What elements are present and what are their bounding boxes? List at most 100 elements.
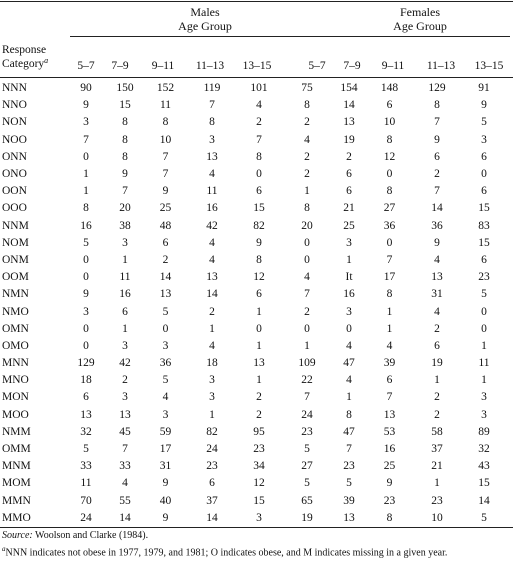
count-cell: 11 bbox=[119, 271, 131, 284]
count-cell: 150 bbox=[116, 82, 134, 95]
count-cell: 8 bbox=[304, 99, 310, 112]
header-bottom-rule bbox=[0, 77, 513, 78]
count-cell: 5 bbox=[83, 443, 89, 456]
count-cell: 9 bbox=[162, 477, 169, 490]
count-cell: 4 bbox=[434, 253, 440, 266]
count-cell: 3 bbox=[162, 339, 169, 352]
count-cell: 0 bbox=[481, 168, 487, 181]
count-cell: 1 bbox=[122, 322, 128, 335]
table-row: NMM 32 45 59 82 95 23 47 53 58 89 bbox=[0, 424, 507, 441]
count-cell: 5 bbox=[83, 236, 89, 249]
count-cell: 2 bbox=[304, 305, 310, 318]
count-cell: 24 bbox=[80, 511, 92, 524]
count-cell: 4 bbox=[434, 305, 440, 318]
count-cell: 9 bbox=[83, 288, 89, 301]
count-cell: 3 bbox=[209, 391, 215, 404]
count-cell: 23 bbox=[431, 494, 443, 507]
females-age-group-label: Age Group bbox=[393, 19, 447, 33]
count-cell: 8 bbox=[386, 185, 393, 198]
count-cell: 8 bbox=[386, 511, 393, 524]
count-cell: 4 bbox=[209, 339, 215, 352]
count-cell: 2 bbox=[256, 116, 262, 129]
footnote: aNNN indicates not obese in 1977, 1979, … bbox=[2, 543, 507, 559]
count-cell: 3 bbox=[83, 305, 89, 318]
response-category-cell: MMO bbox=[2, 511, 31, 524]
count-cell: 7 bbox=[386, 253, 393, 266]
footnote-marker: a bbox=[44, 56, 49, 65]
age-group-label: 11–13 bbox=[195, 60, 225, 72]
count-cell: 7 bbox=[122, 443, 128, 456]
count-cell: 4 bbox=[304, 271, 310, 284]
response-category-cell: MOM bbox=[2, 477, 31, 490]
count-cell: 109 bbox=[298, 357, 316, 370]
count-cell: 15 bbox=[478, 202, 490, 215]
count-cell: 45 bbox=[119, 425, 131, 438]
count-cell: 0 bbox=[256, 322, 262, 335]
count-cell: 6 bbox=[481, 150, 487, 163]
table-row: MNN 129 42 36 18 13 109 47 39 19 11 bbox=[0, 355, 507, 372]
count-cell: 0 bbox=[304, 253, 310, 266]
count-cell: 0 bbox=[83, 322, 89, 335]
count-cell: 9 bbox=[122, 168, 128, 181]
count-cell: 13 bbox=[343, 511, 355, 524]
count-cell: 2 bbox=[434, 168, 440, 181]
count-cell: 38 bbox=[119, 219, 131, 232]
count-cell: 3 bbox=[481, 133, 487, 146]
count-cell: 1 bbox=[386, 305, 393, 318]
count-cell: 2 bbox=[256, 408, 262, 421]
response-category-cell: MOO bbox=[2, 408, 29, 421]
count-cell: 14 bbox=[159, 271, 172, 284]
count-cell: 1 bbox=[481, 339, 487, 352]
count-cell: 48 bbox=[159, 219, 172, 232]
count-cell: 83 bbox=[478, 219, 490, 232]
count-cell: 8 bbox=[162, 116, 169, 129]
count-cell: 59 bbox=[159, 425, 172, 438]
response-category-cell: MNO bbox=[2, 374, 29, 387]
age-group-label: 9–11 bbox=[151, 60, 175, 72]
count-cell: 4 bbox=[162, 391, 169, 404]
table-row: OOM 0 11 14 13 12 4 It 17 13 23 bbox=[0, 269, 507, 286]
source-label: Source: bbox=[2, 530, 33, 541]
count-cell: 3 bbox=[83, 116, 89, 129]
count-cell: 8 bbox=[346, 408, 352, 421]
count-cell: 8 bbox=[386, 133, 393, 146]
age-group-label: 5–7 bbox=[308, 60, 326, 72]
count-cell: 5 bbox=[162, 374, 169, 387]
count-cell: 6 bbox=[122, 305, 128, 318]
count-cell: 13 bbox=[343, 116, 355, 129]
count-cell: 7 bbox=[304, 391, 310, 404]
count-cell: 3 bbox=[122, 236, 128, 249]
count-cell: 14 bbox=[206, 288, 218, 301]
count-cell: 4 bbox=[209, 253, 215, 266]
count-cell: 8 bbox=[256, 253, 262, 266]
count-cell: 23 bbox=[301, 425, 313, 438]
count-cell: 148 bbox=[380, 82, 399, 95]
count-cell: 9 bbox=[256, 236, 262, 249]
table-row: NMO 3 6 5 2 1 2 3 1 4 0 bbox=[0, 303, 507, 320]
count-cell: 9 bbox=[162, 511, 169, 524]
table-row: OON 1 7 9 11 6 1 6 8 7 6 bbox=[0, 183, 507, 200]
count-cell: 43 bbox=[478, 460, 490, 473]
count-cell: 12 bbox=[253, 477, 265, 490]
count-cell: 16 bbox=[80, 219, 92, 232]
count-cell: 18 bbox=[80, 374, 92, 387]
count-cell: 47 bbox=[343, 357, 355, 370]
table-row: NOO 7 8 10 3 7 4 19 8 9 3 bbox=[0, 132, 507, 149]
count-cell: 24 bbox=[301, 408, 313, 421]
response-category-cell: MON bbox=[2, 391, 29, 404]
count-cell: 8 bbox=[122, 116, 128, 129]
count-cell: 1 bbox=[346, 253, 352, 266]
count-cell: 0 bbox=[304, 322, 310, 335]
count-cell: 36 bbox=[159, 357, 172, 370]
count-cell: 27 bbox=[301, 460, 313, 473]
table-row: OMN 0 1 0 1 0 0 0 1 2 0 bbox=[0, 321, 507, 338]
males-label: Males bbox=[190, 5, 220, 19]
count-cell: 15 bbox=[119, 99, 131, 112]
response-category-cell: OOO bbox=[2, 202, 27, 215]
count-cell: 13 bbox=[253, 357, 265, 370]
count-cell: 9 bbox=[386, 477, 393, 490]
count-cell: 8 bbox=[434, 99, 440, 112]
count-cell: 5 bbox=[162, 305, 169, 318]
count-cell: 13 bbox=[206, 150, 218, 163]
table-row: ONO 1 9 7 4 0 2 6 0 2 0 bbox=[0, 166, 507, 183]
